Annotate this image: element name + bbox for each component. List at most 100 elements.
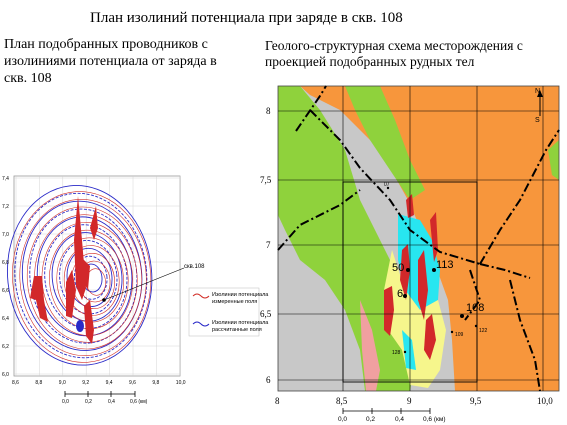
left-x-tick: 10,0 <box>176 380 186 386</box>
ore-body-5 <box>424 314 436 360</box>
right-y-tick-7-5: 7,5 <box>260 175 272 185</box>
green-strip-north <box>345 86 425 200</box>
right-scale-0: 0,0 <box>338 416 347 423</box>
left-caption-line-1: План подобранных проводников с <box>4 37 208 52</box>
wells: 50 113 6 108 07 109 122 128 <box>384 182 488 356</box>
left-blue-body <box>76 320 84 332</box>
left-x-ticks: 8,6 8,8 9,0 9,2 9,4 9,6 9,8 10,0 <box>12 380 186 386</box>
fault-lines <box>277 85 560 392</box>
fault-east <box>479 263 531 279</box>
fault-south-2 <box>509 279 541 392</box>
legend-calculated-swatch <box>192 321 210 327</box>
well-6-marker <box>403 294 407 298</box>
legend-measured-line1: Изолинии потенциала <box>212 292 269 298</box>
well-50-marker <box>406 268 410 272</box>
left-x-tick: 8,8 <box>35 380 42 386</box>
legend-calculated-line2: рассчитанные поля <box>212 327 262 333</box>
well-113-marker <box>432 268 436 272</box>
left-x-tick: 9,6 <box>129 380 136 386</box>
measured-isoline <box>63 245 120 316</box>
well-122-marker <box>474 324 478 328</box>
well-6-label: 6 <box>397 288 403 300</box>
ore-body-1 <box>384 286 394 336</box>
ore-body-2 <box>400 244 410 300</box>
left-scale-3: 0,6 (км) <box>130 399 148 405</box>
left-caption-line-2: изолиниями потенциала от заряда в <box>4 54 217 69</box>
right-scale-bar: 0,0 0,2 0,4 0,6 (км) <box>338 408 445 423</box>
geology-fill <box>278 86 559 391</box>
compass-north: N <box>535 88 540 95</box>
left-conductor-2 <box>66 270 76 318</box>
right-y-tick-7: 7 <box>266 240 271 250</box>
right-x-tick-9-5: 9,5 <box>470 396 482 406</box>
left-x-tick: 9,4 <box>106 380 113 386</box>
calculated-isoline <box>6 185 153 366</box>
legend-calculated-line1: Изолинии потенциала <box>212 320 269 326</box>
well-108-marker <box>102 298 106 302</box>
left-y-tick: 7,0 <box>2 232 9 238</box>
well-122-label: 122 <box>479 328 488 334</box>
left-map-caption: План подобранных проводников с изолиниям… <box>4 36 254 87</box>
well-108-label: скв.108 <box>184 264 205 270</box>
left-y-tick: 7,4 <box>2 176 9 182</box>
right-caption-line-1: Геолого-структурная схема месторождения … <box>265 38 523 53</box>
left-y-tick: 6,2 <box>2 344 9 350</box>
right-caption-line-2: проекцией подобранных рудных тел <box>265 54 475 69</box>
left-scale-1: 0,2 <box>85 399 92 405</box>
fault-west <box>277 189 361 251</box>
right-map-frame <box>277 85 560 392</box>
right-scale-3: 0,6 (км) <box>423 416 445 423</box>
left-conductor-1 <box>30 276 48 322</box>
right-x-tick-10: 10,0 <box>537 396 553 406</box>
left-conductor-6 <box>80 256 90 290</box>
well-07-label: 07 <box>384 182 390 188</box>
well-07-marker <box>386 186 390 190</box>
green-zone <box>278 86 415 391</box>
right-x-tick-9: 9 <box>407 396 412 406</box>
well-128-label: 128 <box>392 350 401 356</box>
cyan-lens-south <box>402 330 416 370</box>
well-108-leader <box>103 267 185 301</box>
left-conductor-bodies <box>30 196 98 344</box>
left-scale-0: 0,0 <box>62 399 69 405</box>
left-conductor-4 <box>84 300 94 344</box>
well-108-label-r: 108 <box>466 302 484 314</box>
well-108-marker-r <box>460 314 464 318</box>
left-map-frame <box>13 175 181 377</box>
fault-central <box>309 109 481 265</box>
calculated-isoline <box>14 192 148 359</box>
main-title: План изолиний потенциала при заряде в ск… <box>90 10 403 26</box>
green-patch-east <box>548 140 559 180</box>
well-109-marker <box>450 330 454 334</box>
left-caption-line-3: скв. 108 <box>4 71 52 86</box>
right-y-tick-8: 8 <box>266 106 271 116</box>
left-scale-2: 0,4 <box>108 399 115 405</box>
left-y-tick: 6,8 <box>2 260 9 266</box>
left-map-legend: Изолинии потенциала измеренные поля Изол… <box>188 287 269 337</box>
measured-isoline <box>26 206 143 350</box>
left-x-tick: 8,6 <box>12 380 19 386</box>
left-y-tick: 6,0 <box>2 372 9 378</box>
left-y-tick: 6,6 <box>2 288 9 294</box>
calculated-isoline <box>59 240 118 315</box>
right-scale-1: 0,2 <box>366 416 375 423</box>
measured-isoline <box>56 237 125 323</box>
pink-zone <box>360 300 380 391</box>
measured-isoline <box>12 191 152 363</box>
right-y-ticks: 8 7,5 7 6,5 6 <box>260 106 272 385</box>
measured-isoline <box>19 198 147 357</box>
compass-arrow-head <box>537 90 543 97</box>
left-x-tick: 9,2 <box>82 380 89 386</box>
legend-measured-line2: измеренные поля <box>212 299 257 305</box>
compass: N S <box>535 88 543 124</box>
right-x-ticks: 8 8,5 9 9,5 10,0 <box>275 396 553 406</box>
calculated-isoline <box>74 255 108 300</box>
right-y-tick-6: 6 <box>266 375 271 385</box>
ore-body-3 <box>418 250 428 320</box>
left-y-ticks: 7,4 7,2 7,0 6,8 6,6 6,4 6,2 6,0 <box>2 176 9 378</box>
right-x-tick-8-5: 8,5 <box>336 396 348 406</box>
left-x-tick: 9,0 <box>59 380 66 386</box>
right-map-caption: Геолого-структурная схема месторождения … <box>265 38 565 70</box>
left-y-tick: 6,4 <box>2 316 9 322</box>
